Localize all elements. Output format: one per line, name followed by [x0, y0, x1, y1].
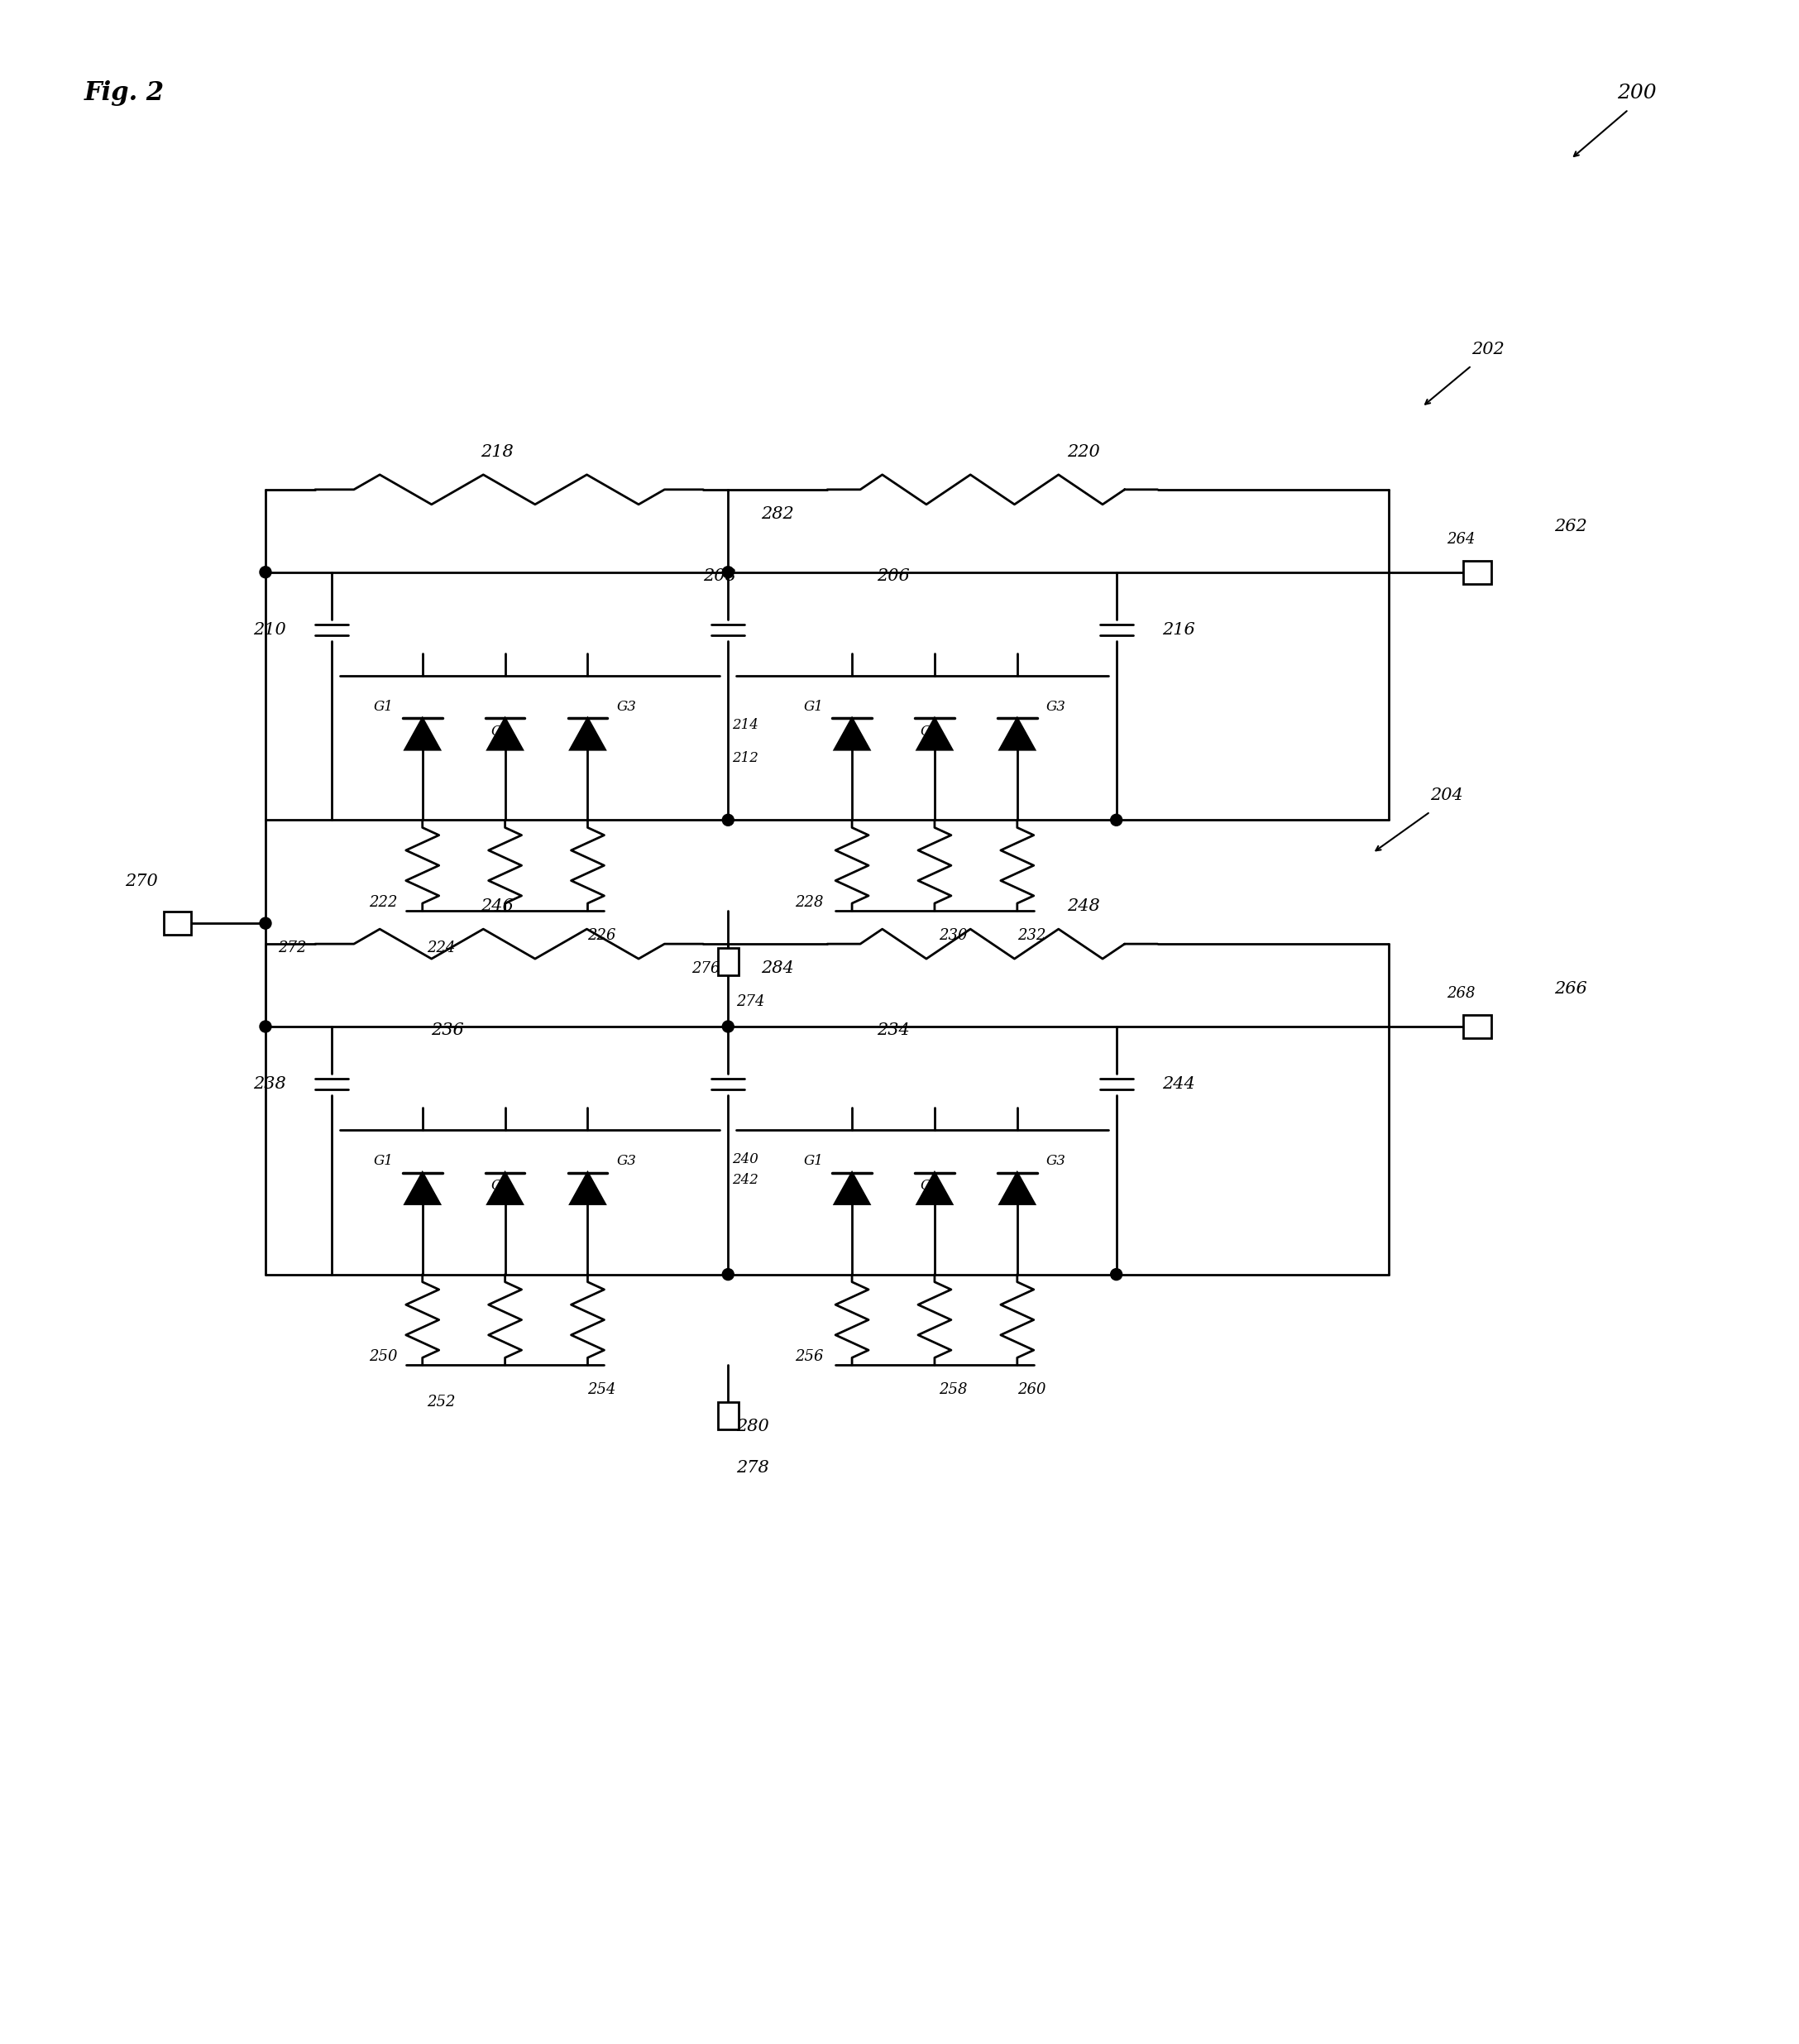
Text: 212: 212 [732, 752, 759, 766]
Text: G3: G3 [1047, 1155, 1065, 1169]
Polygon shape [835, 1173, 869, 1204]
Circle shape [723, 1020, 734, 1032]
Polygon shape [1000, 717, 1034, 750]
Polygon shape [835, 717, 869, 750]
Polygon shape [405, 717, 439, 750]
Circle shape [723, 1269, 734, 1280]
Bar [1463, 1016, 1491, 1038]
Polygon shape [917, 717, 952, 750]
Text: 256: 256 [795, 1349, 824, 1365]
Text: 208: 208 [703, 568, 736, 585]
Text: G2: G2 [491, 1179, 511, 1194]
Text: G1: G1 [374, 1155, 394, 1169]
Text: 242: 242 [732, 1173, 759, 1188]
Text: G1: G1 [374, 699, 394, 713]
Text: G3: G3 [617, 1155, 637, 1169]
Text: 200: 200 [1617, 84, 1657, 102]
Polygon shape [917, 1173, 952, 1204]
Text: 224: 224 [426, 940, 455, 955]
Text: G3: G3 [1047, 699, 1065, 713]
Text: G2: G2 [921, 724, 941, 738]
Circle shape [1110, 814, 1123, 826]
Text: 280: 280 [736, 1419, 770, 1435]
Text: 226: 226 [588, 928, 617, 942]
Bar [1463, 560, 1491, 585]
Text: G1: G1 [804, 699, 824, 713]
Text: G3: G3 [617, 699, 637, 713]
Text: 276: 276 [691, 961, 720, 977]
Text: 258: 258 [939, 1382, 968, 1398]
Text: Fig. 2: Fig. 2 [85, 80, 164, 106]
Text: 214: 214 [732, 717, 759, 732]
Circle shape [259, 566, 272, 578]
Circle shape [259, 918, 272, 930]
Bar [718, 948, 738, 975]
Polygon shape [405, 1173, 439, 1204]
Text: 244: 244 [1162, 1075, 1195, 1091]
Text: 228: 228 [795, 895, 824, 910]
Text: 220: 220 [1067, 444, 1099, 460]
Text: 216: 216 [1162, 621, 1195, 638]
Text: 264: 264 [1446, 531, 1475, 546]
Polygon shape [1000, 1173, 1034, 1204]
Text: 250: 250 [369, 1349, 398, 1365]
Text: 206: 206 [876, 568, 910, 585]
Circle shape [1110, 1269, 1123, 1280]
Text: 230: 230 [939, 928, 968, 942]
Text: 246: 246 [480, 899, 513, 914]
Text: 284: 284 [761, 961, 793, 977]
Bar [718, 1402, 738, 1429]
Text: 266: 266 [1554, 981, 1587, 997]
Text: 248: 248 [1067, 899, 1099, 914]
Text: 218: 218 [480, 444, 513, 460]
Text: 238: 238 [254, 1075, 286, 1091]
Text: 234: 234 [876, 1022, 910, 1038]
Text: G2: G2 [921, 1179, 941, 1194]
Text: 268: 268 [1446, 985, 1475, 1002]
Text: 262: 262 [1554, 519, 1587, 533]
Text: G1: G1 [804, 1155, 824, 1169]
Text: 236: 236 [430, 1022, 464, 1038]
Text: 278: 278 [736, 1459, 770, 1476]
Text: 270: 270 [126, 873, 158, 889]
Text: 204: 204 [1430, 787, 1463, 803]
Circle shape [723, 814, 734, 826]
Circle shape [723, 566, 734, 578]
Text: 240: 240 [732, 1153, 759, 1167]
Text: G2: G2 [491, 724, 511, 738]
Text: 282: 282 [761, 507, 793, 521]
Text: 210: 210 [254, 621, 286, 638]
Text: 272: 272 [277, 940, 306, 955]
Text: 260: 260 [1016, 1382, 1045, 1398]
Polygon shape [570, 1173, 604, 1204]
Text: 254: 254 [588, 1382, 617, 1398]
Text: 252: 252 [426, 1394, 455, 1410]
Polygon shape [488, 1173, 522, 1204]
Bar [164, 912, 191, 934]
Text: 222: 222 [369, 895, 398, 910]
Polygon shape [488, 717, 522, 750]
Text: 232: 232 [1016, 928, 1045, 942]
Text: 202: 202 [1472, 341, 1504, 358]
Text: 274: 274 [736, 993, 765, 1010]
Polygon shape [570, 717, 604, 750]
Circle shape [259, 1020, 272, 1032]
